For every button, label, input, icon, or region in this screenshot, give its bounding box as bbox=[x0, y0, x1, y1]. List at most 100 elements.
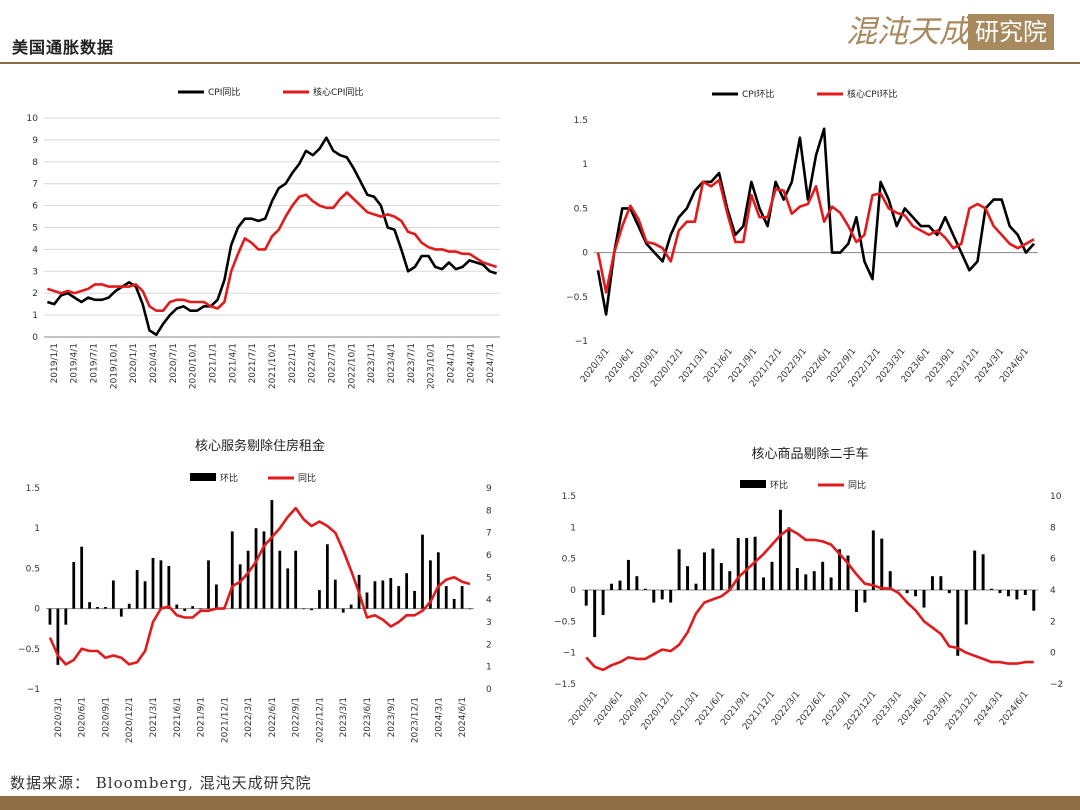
page-title: 美国通胀数据 bbox=[12, 38, 115, 57]
bar-mom bbox=[436, 552, 440, 609]
x-tick-label: 2024/6/1 bbox=[458, 697, 468, 737]
bar-mom bbox=[318, 590, 321, 609]
y-tick-label: 9 bbox=[32, 136, 38, 146]
legend-label: 核心CPI环比 bbox=[847, 88, 897, 100]
chart-title: 核心商品剔除二手车 bbox=[751, 446, 868, 462]
y-right-tick-label: 0 bbox=[486, 685, 492, 695]
y-tick-label: −0.5 bbox=[18, 645, 40, 655]
x-tick-label: 2022/9/1 bbox=[292, 697, 302, 737]
y-right-tick-label: 2 bbox=[1050, 617, 1056, 627]
bar-mom bbox=[215, 584, 218, 609]
bar-mom bbox=[990, 588, 994, 590]
x-tick-label: 2023/7/1 bbox=[407, 343, 417, 383]
legend-label: 环比 bbox=[770, 479, 788, 491]
y-tick-label: 1.5 bbox=[26, 484, 40, 494]
y-right-tick-label: 3 bbox=[486, 618, 492, 628]
logo-text: 混沌天成 bbox=[846, 14, 970, 50]
bar-mom bbox=[702, 552, 706, 590]
bar-mom bbox=[238, 564, 242, 609]
bar-mom bbox=[863, 590, 867, 603]
header-divider bbox=[0, 62, 1080, 64]
bar-mom bbox=[270, 500, 274, 609]
bar-mom bbox=[660, 590, 664, 600]
chart-cpi-mom-svg: CPI环比 核心CPI环比−1−0.500.511.52020/3/12020/6… bbox=[566, 88, 1038, 389]
bar-mom bbox=[349, 604, 353, 609]
x-tick-label: 2022/7/1 bbox=[327, 343, 337, 383]
bar-mom bbox=[686, 566, 690, 590]
bar-mom bbox=[119, 608, 123, 617]
y-tick-label: −1.5 bbox=[554, 680, 576, 690]
bar-mom bbox=[795, 568, 799, 590]
bar-mom bbox=[728, 571, 732, 590]
bar-mom bbox=[905, 590, 909, 594]
y-tick-label: 0 bbox=[32, 333, 38, 343]
y-right-tick-label: 9 bbox=[486, 484, 492, 494]
bar-mom bbox=[939, 576, 943, 590]
bar-mom bbox=[804, 574, 808, 590]
x-tick-label: 2021/7/1 bbox=[248, 343, 258, 383]
y-tick-label: 8 bbox=[32, 158, 38, 168]
bar-mom bbox=[778, 509, 782, 590]
bar-mom bbox=[1023, 590, 1027, 596]
x-tick-label: 2024/1/1 bbox=[446, 343, 456, 383]
x-tick-label: 2023/3/1 bbox=[339, 697, 349, 737]
y-right-tick-label: 0 bbox=[1050, 649, 1056, 659]
bar-mom bbox=[914, 590, 918, 597]
bar-mom bbox=[998, 590, 1002, 594]
legend-label: CPI环比 bbox=[742, 88, 774, 100]
bar-mom bbox=[601, 590, 605, 616]
series-line-black bbox=[596, 127, 1035, 316]
x-tick-label: 2020/9/1 bbox=[101, 697, 111, 737]
bar-mom bbox=[421, 534, 424, 609]
bar-mom bbox=[286, 568, 290, 609]
logo-box-text: 研究院 bbox=[968, 14, 1054, 50]
bar-mom bbox=[626, 559, 630, 590]
chart-cpi-yoy: CPI同比 核心CPI同比 0 1 2 3 4 5 6 7 8 9 10 2019/1/1 2019/4/1… bbox=[0, 64, 540, 414]
legend-bar-swatch bbox=[740, 480, 766, 488]
bar-mom bbox=[104, 606, 107, 609]
bar-mom bbox=[711, 548, 715, 590]
x-tick-label: 2021/4/1 bbox=[228, 343, 238, 383]
bar-mom bbox=[964, 590, 968, 625]
y-tick-label: −0.5 bbox=[566, 293, 588, 303]
x-tick-label: 2023/4/1 bbox=[387, 343, 397, 383]
x-tick-label: 2021/9/1 bbox=[197, 697, 207, 737]
bar-mom bbox=[254, 528, 258, 609]
bar-mom bbox=[821, 561, 825, 590]
bar-mom bbox=[262, 531, 266, 609]
x-tick-label: 2022/6/1 bbox=[268, 697, 278, 737]
bar-mom bbox=[207, 560, 210, 609]
bar-mom bbox=[1015, 590, 1019, 600]
x-tick-label: 2020/7/1 bbox=[169, 343, 179, 383]
y-right-tick-label: 4 bbox=[486, 596, 492, 606]
bar-mom bbox=[584, 590, 588, 606]
bar-mom bbox=[838, 549, 842, 590]
bar-mom bbox=[397, 586, 401, 609]
y-right-tick-label: 8 bbox=[1050, 523, 1056, 533]
bar-mom bbox=[88, 602, 91, 609]
y-right-tick-label: 1 bbox=[486, 663, 492, 673]
y-tick-label: 4 bbox=[32, 245, 38, 255]
bar-mom bbox=[96, 606, 99, 609]
x-tick-label: 2022/1/1 bbox=[288, 343, 298, 383]
x-tick-label: 2023/12/1 bbox=[411, 697, 421, 743]
x-tick-label: 2021/3/1 bbox=[149, 697, 159, 737]
y-tick-label: 1 bbox=[582, 160, 588, 170]
bar-mom bbox=[159, 560, 163, 609]
bar-mom bbox=[167, 565, 171, 609]
x-tick-label: 2023/9/1 bbox=[387, 697, 397, 737]
bar-mom bbox=[111, 580, 115, 609]
bar-mom bbox=[1032, 590, 1036, 611]
bar-mom bbox=[72, 561, 76, 609]
bar-mom bbox=[610, 583, 614, 590]
bar-mom bbox=[135, 570, 139, 609]
y-right-tick-label: 6 bbox=[1050, 555, 1056, 565]
bar-mom bbox=[56, 608, 60, 665]
y-right-tick-label: 5 bbox=[486, 573, 492, 583]
y-tick-label: 0 bbox=[582, 249, 588, 259]
x-tick-label: 2022/10/1 bbox=[347, 343, 357, 389]
chart-core-services-ex-housing: 核心服务剔除住房租金 环比 同比 −1 −0.5 0 0.5 1 1.5 0 1 2 3 4 5 6 7 8 9 20… bbox=[0, 428, 540, 768]
y-tick-label: 0.5 bbox=[26, 564, 40, 574]
x-tick-label: 2022/4/1 bbox=[308, 343, 318, 383]
